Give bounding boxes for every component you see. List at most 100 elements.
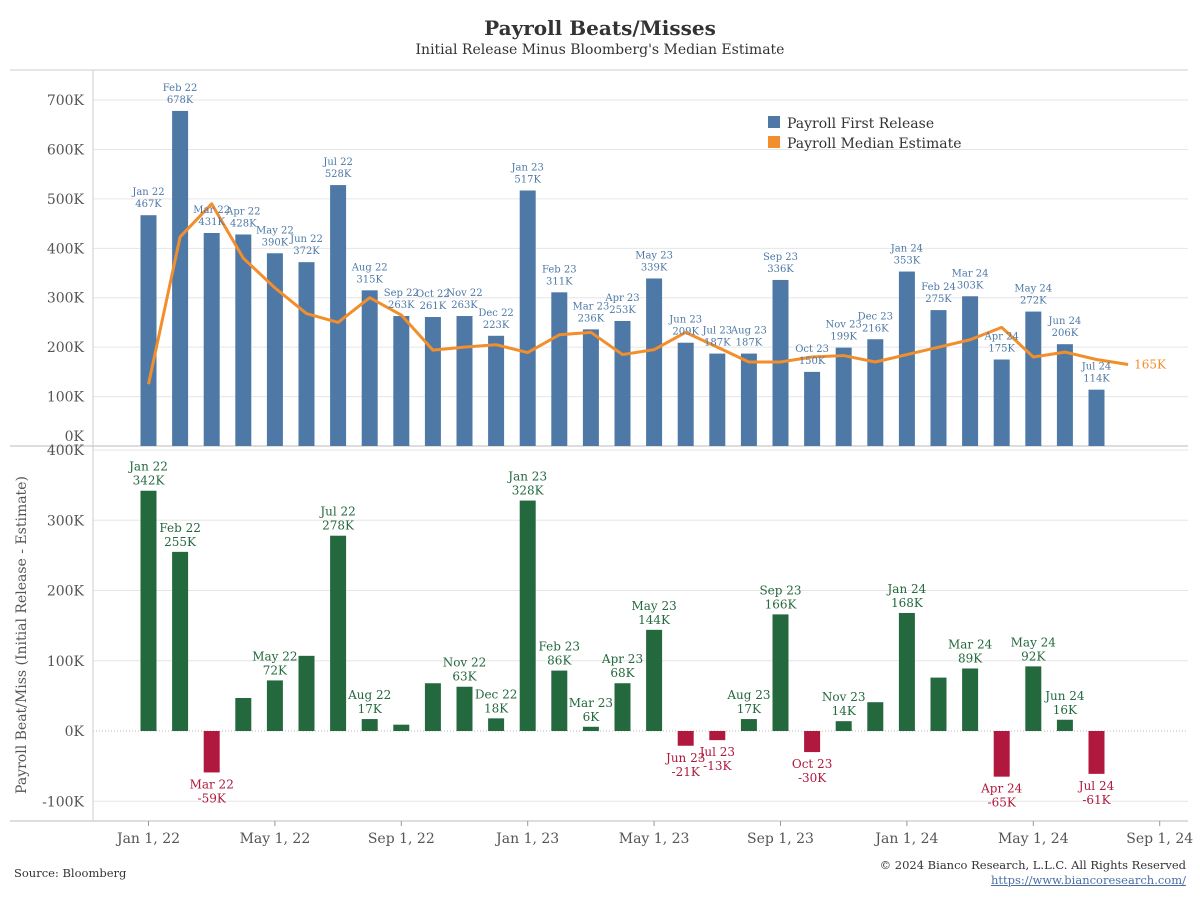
- release-value-label: 339K: [641, 262, 668, 273]
- median-estimate-line: [147, 202, 1129, 385]
- miss-month-label: Apr 24: [980, 782, 1023, 796]
- release-bar: [424, 317, 441, 446]
- miss-bar: [203, 731, 220, 773]
- release-bar: [993, 359, 1010, 446]
- release-month-label: Nov 22: [446, 288, 482, 299]
- beat-value-label: 18K: [484, 701, 509, 715]
- release-month-label: Oct 23: [795, 344, 829, 355]
- miss-value-label: -30K: [798, 771, 827, 785]
- release-value-label: 236K: [578, 313, 605, 324]
- release-month-label: Feb 24: [921, 282, 956, 293]
- release-month-label: Jan 24: [890, 244, 923, 255]
- release-value-label: 517K: [514, 174, 541, 185]
- chart-title: Payroll Beats/Misses: [484, 16, 716, 40]
- release-value-label: 253K: [609, 305, 636, 316]
- release-value-label: 528K: [325, 169, 352, 180]
- release-month-label: Jan 23: [511, 162, 544, 173]
- y-axis-title: Payroll Beat/Miss (Initial Release - Est…: [14, 476, 30, 794]
- x-tick-label: Jan 1, 22: [115, 831, 180, 847]
- release-month-label: Feb 22: [163, 83, 198, 94]
- release-value-label: 216K: [862, 323, 889, 334]
- miss-value-label: -21K: [672, 765, 701, 779]
- release-month-label: Jun 23: [668, 315, 702, 326]
- beat-miss-bars: [140, 490, 1105, 777]
- beat-month-label: Nov 23: [822, 690, 866, 704]
- release-value-label: 199K: [830, 332, 857, 343]
- release-month-label: Nov 23: [826, 320, 862, 331]
- release-bar: [582, 329, 599, 446]
- median-line: 165K: [147, 202, 1167, 385]
- release-month-label: May 22: [256, 225, 294, 236]
- beat-bar: [488, 718, 505, 731]
- release-value-label: 467K: [135, 199, 162, 210]
- top-y-tick-label: 500K: [47, 192, 85, 208]
- release-month-label: Apr 24: [984, 332, 1019, 343]
- release-value-label: 206K: [1052, 328, 1079, 339]
- beat-value-label: 16K: [1053, 703, 1078, 717]
- release-month-label: Mar 22: [193, 205, 230, 216]
- release-bar: [804, 371, 821, 446]
- website-link[interactable]: https://www.biancoresearch.com/: [990, 873, 1186, 887]
- bottom-y-tick-label: 0K: [65, 724, 85, 740]
- legend-swatch-release: [768, 116, 780, 128]
- beat-bar: [740, 719, 757, 731]
- median-end-label: 165K: [1134, 357, 1167, 371]
- beat-month-label: May 22: [252, 649, 297, 663]
- legend: Payroll First Release Payroll Median Esti…: [768, 116, 962, 152]
- beat-value-label: 166K: [765, 597, 798, 611]
- release-value-label: 175K: [988, 344, 1015, 355]
- release-month-label: Feb 23: [542, 264, 577, 275]
- beat-value-label: 144K: [638, 613, 671, 627]
- x-tick-label: Jan 1, 23: [494, 831, 559, 847]
- beat-month-label: May 24: [1011, 635, 1057, 649]
- release-bar: [361, 290, 378, 446]
- miss-bar: [993, 731, 1010, 777]
- release-bar: [677, 342, 694, 446]
- bottom-y-tick-label: -100K: [42, 794, 84, 810]
- beat-bar: [172, 551, 189, 731]
- release-value-label: 114K: [1083, 374, 1110, 385]
- release-month-label: Mar 24: [952, 268, 989, 279]
- beat-bar: [835, 721, 852, 731]
- release-month-label: Jun 24: [1048, 316, 1082, 327]
- beat-month-label: Jan 23: [506, 470, 547, 484]
- release-month-label: May 24: [1014, 284, 1052, 295]
- beat-bar: [424, 683, 441, 731]
- chart-subtitle: Initial Release Minus Bloomberg's Median…: [415, 42, 785, 58]
- miss-value-label: -61K: [1082, 793, 1111, 807]
- release-value-label: 209K: [672, 327, 699, 338]
- beat-value-label: 278K: [322, 519, 355, 533]
- beat-month-label: Sep 23: [759, 583, 801, 597]
- release-value-label: 390K: [262, 237, 289, 248]
- release-value-label: 150K: [799, 356, 826, 367]
- release-bar: [1025, 311, 1042, 446]
- beat-bar: [298, 655, 315, 731]
- miss-value-label: -65K: [988, 796, 1017, 810]
- release-month-label: Dec 22: [478, 308, 513, 319]
- release-value-label: 311K: [546, 276, 573, 287]
- release-bar: [172, 110, 189, 446]
- bottom-y-tick-label: 400K: [47, 443, 85, 459]
- release-value-label: 303K: [957, 280, 984, 291]
- release-bar: [393, 316, 410, 446]
- release-value-label: 187K: [704, 338, 731, 349]
- beat-month-label: Feb 23: [539, 640, 581, 654]
- beat-bar: [361, 719, 378, 731]
- release-bar: [962, 296, 979, 446]
- x-tick-label: Sep 1, 23: [747, 831, 814, 847]
- miss-value-label: -13K: [703, 759, 732, 773]
- axis-ticks: 0K 100K 200K 300K 400K 500K 600K 700K -100K 0K 100…: [14, 93, 1193, 847]
- top-y-tick-label: 200K: [47, 340, 85, 356]
- miss-month-label: Jun 23: [664, 751, 705, 765]
- beat-month-label: Dec 22: [475, 687, 518, 701]
- release-month-label: Aug 22: [351, 262, 388, 273]
- release-value-label: 372K: [293, 246, 320, 257]
- beat-value-label: 328K: [512, 484, 545, 498]
- beat-month-label: Feb 22: [159, 521, 201, 535]
- x-tick-label: May 1, 24: [998, 831, 1069, 847]
- top-y-tick-label: 700K: [47, 93, 85, 109]
- top-y-tick-label: 100K: [47, 390, 85, 406]
- beat-bar: [898, 612, 915, 731]
- release-value-label: 261K: [420, 301, 447, 312]
- bottom-y-tick-label: 300K: [47, 513, 85, 529]
